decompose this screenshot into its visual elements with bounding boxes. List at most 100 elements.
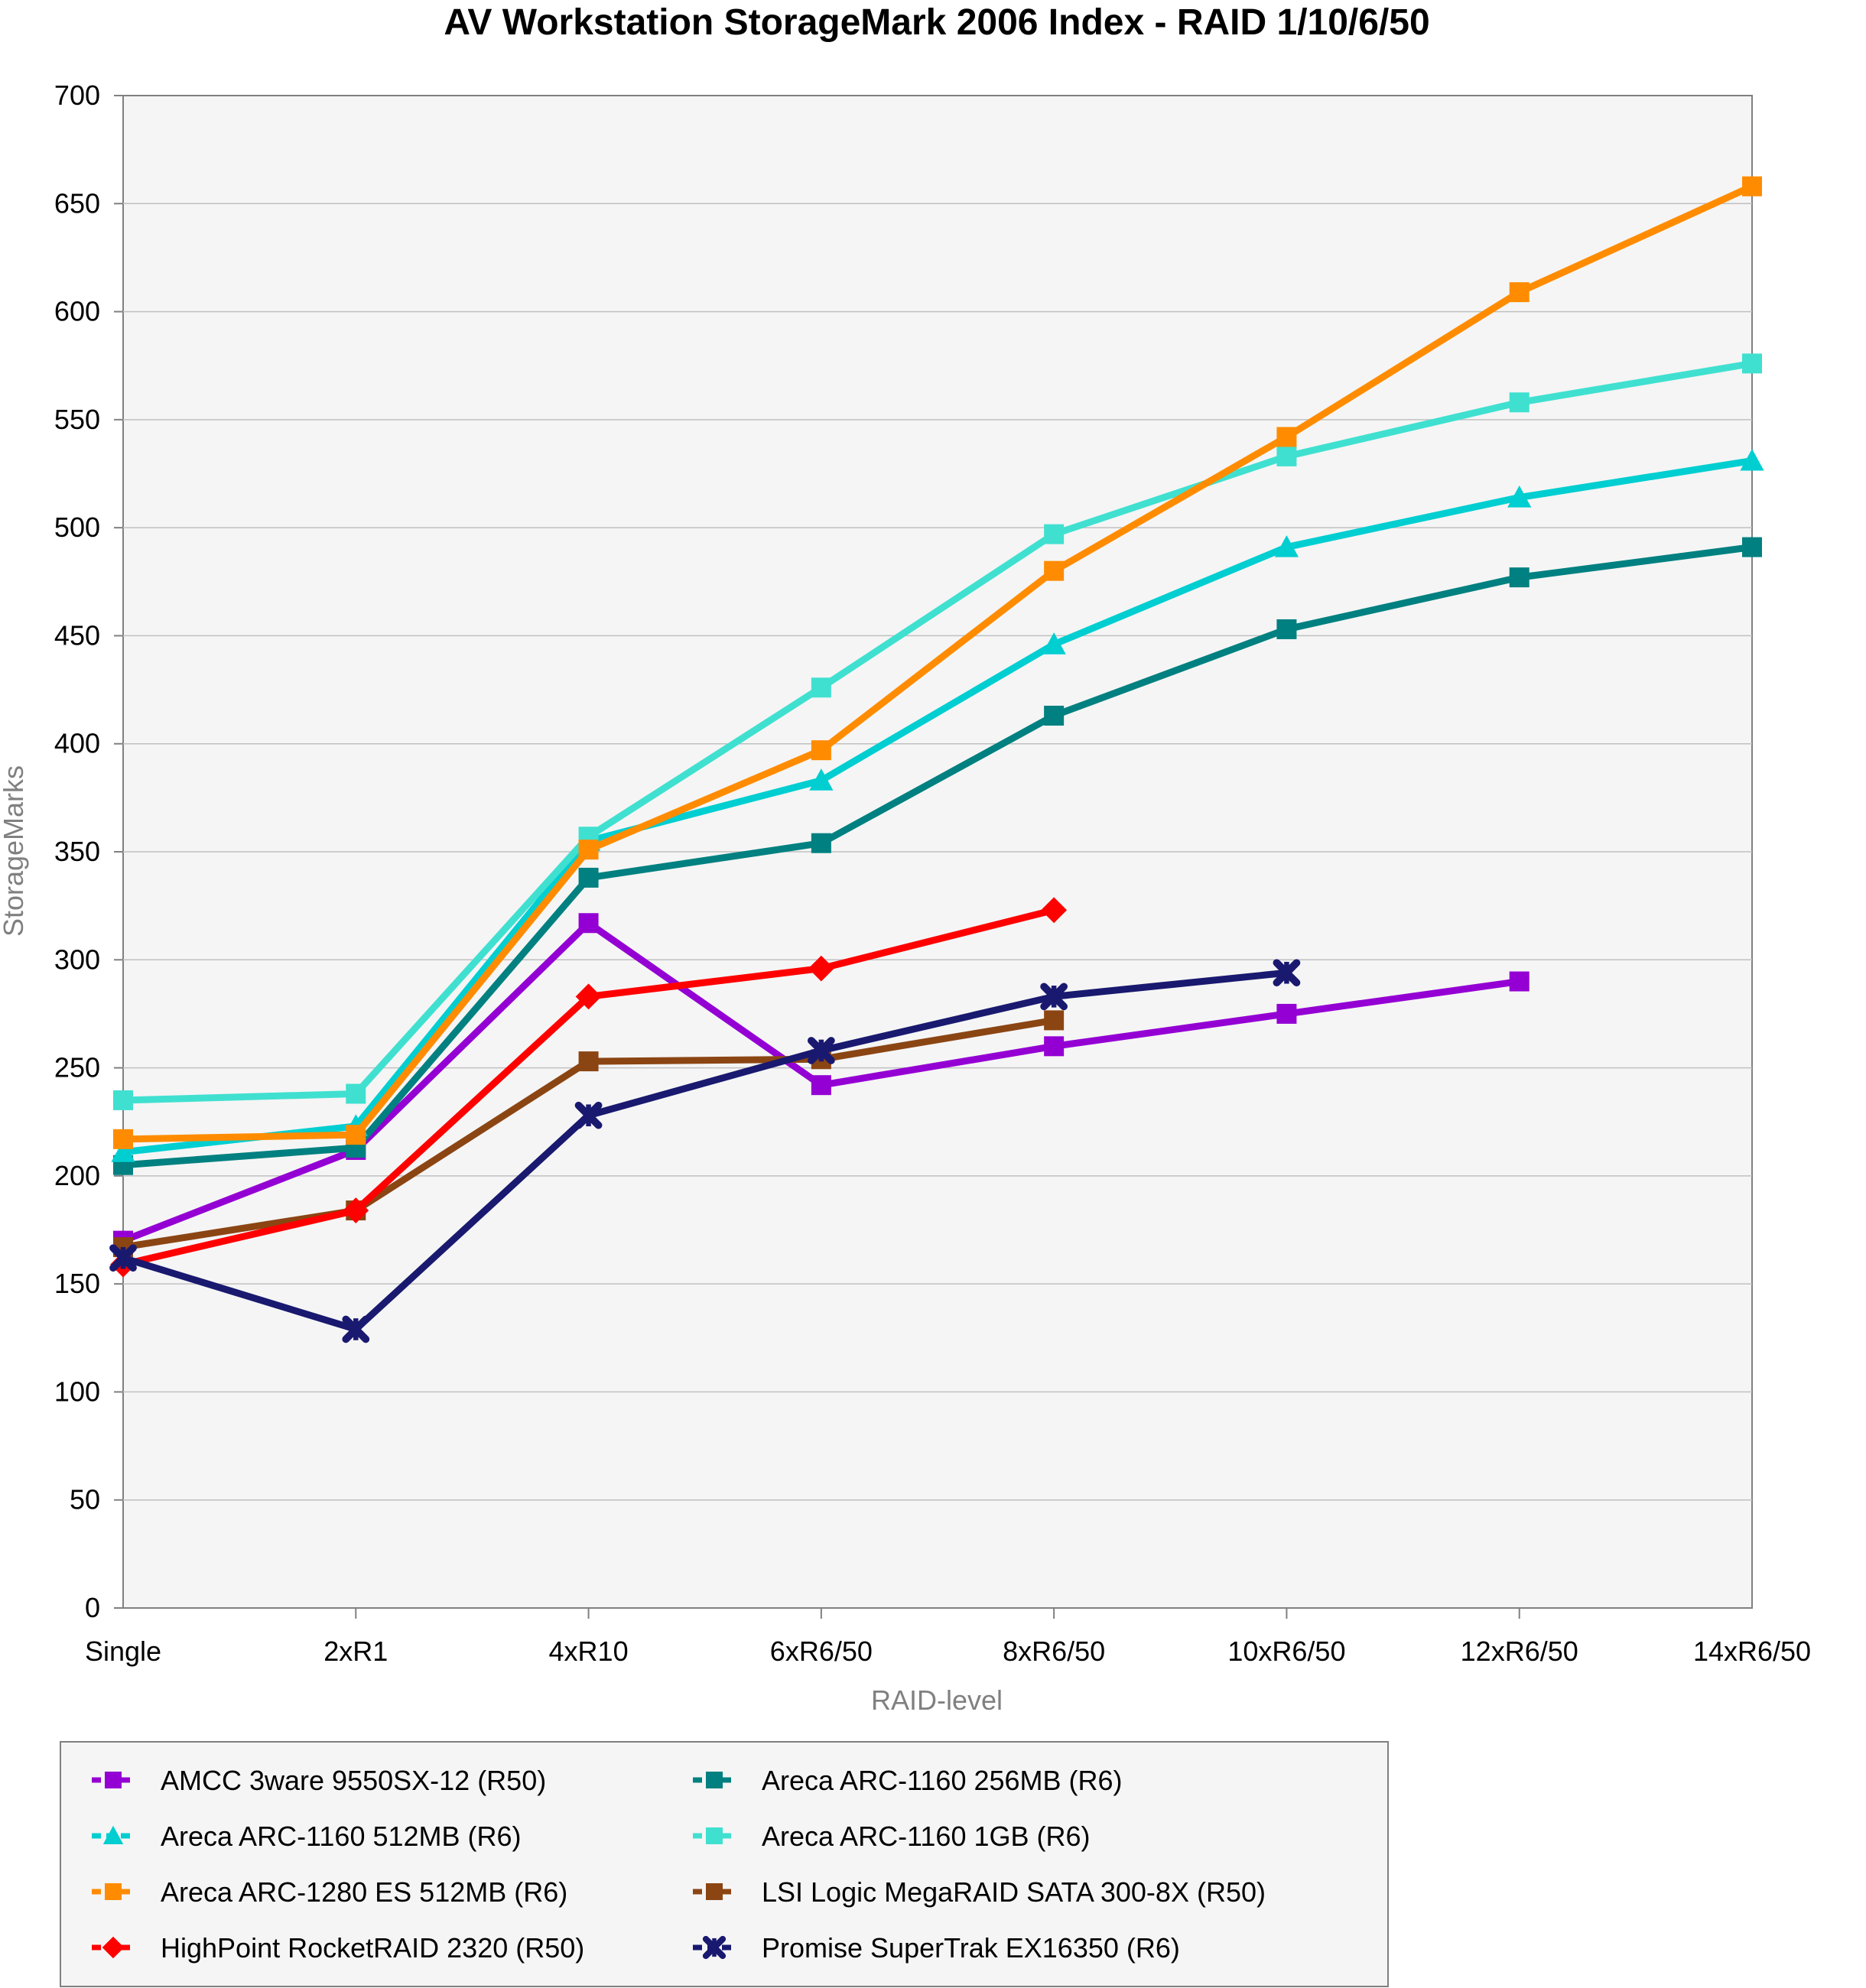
- legend-item: Areca ARC-1160 256MB (R6): [693, 1765, 1123, 1796]
- data-point: [578, 1051, 599, 1072]
- legend-label: Areca ARC-1160 1GB (R6): [762, 1821, 1091, 1852]
- data-point: [1274, 534, 1299, 557]
- data-point: [1044, 705, 1065, 726]
- legend: AMCC 3ware 9550SX-12 (R50) Areca ARC-1160…: [60, 1741, 1389, 1987]
- data-point: [346, 1125, 366, 1145]
- y-tick-label: 100: [54, 1376, 100, 1407]
- y-tick-label: 350: [54, 836, 100, 867]
- data-point: [1044, 524, 1065, 544]
- y-tick-label: 650: [54, 187, 100, 219]
- data-point: [105, 1772, 122, 1788]
- legend-item: AMCC 3ware 9550SX-12 (R50): [92, 1765, 546, 1796]
- series-line: [122, 183, 1754, 1143]
- legend-items: AMCC 3ware 9550SX-12 (R50) Areca ARC-1160…: [92, 1765, 1266, 1964]
- data-point: [1042, 632, 1066, 655]
- legend-item: Areca ARC-1160 1GB (R6): [693, 1821, 1091, 1852]
- data-point: [1044, 560, 1065, 581]
- data-point: [105, 1883, 122, 1900]
- data-point: [1509, 971, 1530, 992]
- legend-label: AMCC 3ware 9550SX-12 (R50): [161, 1765, 546, 1796]
- y-tick-label: 0: [85, 1592, 100, 1623]
- data-point: [578, 840, 599, 860]
- x-tick-label: 8xR6/50: [1003, 1636, 1105, 1667]
- data-point: [1742, 537, 1762, 557]
- x-tick-label: 6xR6/50: [770, 1636, 873, 1667]
- series-layer: [109, 176, 1764, 1343]
- series-line: [122, 969, 1287, 1333]
- data-point: [102, 1936, 125, 1959]
- legend-item: LSI Logic MegaRAID SATA 300-8X (R50): [693, 1876, 1266, 1908]
- y-tick-label: 200: [54, 1160, 100, 1191]
- y-axis-label: StorageMarks: [0, 765, 29, 937]
- legend-label: LSI Logic MegaRAID SATA 300-8X (R50): [762, 1876, 1266, 1908]
- y-tick-labels: 0 50 100 150 200 250 300 350 400 450 500 550 600 650 7…: [54, 80, 100, 1623]
- x-tick-label: 4xR10: [549, 1636, 629, 1667]
- data-point: [111, 1140, 135, 1162]
- axes: [114, 95, 1520, 1619]
- data-point: [1040, 983, 1068, 1011]
- data-point: [1740, 448, 1764, 471]
- series-line: [122, 457, 1753, 1156]
- data-point: [1742, 353, 1762, 374]
- legend-item: Promise SuperTrak EX16350 (R6): [693, 1932, 1180, 1964]
- data-point: [807, 1037, 835, 1064]
- y-tick-label: 250: [54, 1052, 100, 1083]
- data-point: [1276, 446, 1297, 466]
- y-tick-label: 50: [70, 1484, 100, 1515]
- x-tick-label: Single: [85, 1636, 161, 1667]
- y-tick-label: 600: [54, 296, 100, 327]
- data-point: [706, 1772, 723, 1788]
- data-point: [346, 1083, 366, 1104]
- y-tick-label: 450: [54, 619, 100, 651]
- x-tick-label: 10xR6/50: [1227, 1636, 1345, 1667]
- data-point: [1276, 427, 1297, 447]
- data-point: [1276, 1003, 1297, 1024]
- data-point: [109, 1244, 137, 1272]
- legend-label: Promise SuperTrak EX16350 (R6): [762, 1932, 1180, 1964]
- data-point: [578, 913, 599, 934]
- x-tick-label: 14xR6/50: [1693, 1636, 1811, 1667]
- data-point: [113, 1129, 133, 1149]
- legend-item: Areca ARC-1280 ES 512MB (R6): [92, 1876, 567, 1908]
- data-point: [343, 1197, 369, 1223]
- y-tick-label: 300: [54, 944, 100, 975]
- data-point: [811, 1075, 831, 1096]
- legend-item: HighPoint RocketRAID 2320 (R50): [92, 1932, 584, 1964]
- data-point: [808, 955, 834, 982]
- y-tick-label: 700: [54, 80, 100, 111]
- series-8: [109, 959, 1301, 1343]
- data-point: [1044, 1010, 1065, 1031]
- data-point: [1509, 392, 1530, 413]
- data-point: [578, 867, 599, 888]
- y-tick-label: 500: [54, 512, 100, 543]
- legend-label: HighPoint RocketRAID 2320 (R50): [161, 1932, 584, 1964]
- series-2: [113, 537, 1762, 1175]
- data-point: [574, 1101, 603, 1129]
- data-point: [575, 983, 602, 1010]
- data-point: [1509, 282, 1530, 303]
- data-point: [1742, 176, 1762, 197]
- grid-lines: [123, 203, 1752, 1501]
- data-point: [1044, 1036, 1065, 1057]
- data-point: [1509, 567, 1530, 588]
- data-point: [706, 1883, 723, 1900]
- x-tick-label: 12xR6/50: [1461, 1636, 1578, 1667]
- series-line: [122, 359, 1753, 1104]
- x-tick-label: 2xR1: [323, 1636, 388, 1667]
- data-point: [809, 768, 834, 791]
- data-point: [113, 1090, 133, 1110]
- legend-label: Areca ARC-1160 512MB (R6): [161, 1821, 522, 1852]
- y-tick-label: 150: [54, 1268, 100, 1299]
- data-point: [1273, 959, 1301, 987]
- series-line: [122, 544, 1753, 1169]
- data-point: [1507, 485, 1532, 508]
- data-point: [1276, 619, 1297, 639]
- data-point: [811, 740, 831, 761]
- data-point: [706, 1827, 723, 1844]
- series-5: [113, 176, 1762, 1149]
- data-point: [702, 1935, 727, 1960]
- legend-label: Areca ARC-1160 256MB (R6): [762, 1765, 1123, 1796]
- data-point: [811, 833, 831, 853]
